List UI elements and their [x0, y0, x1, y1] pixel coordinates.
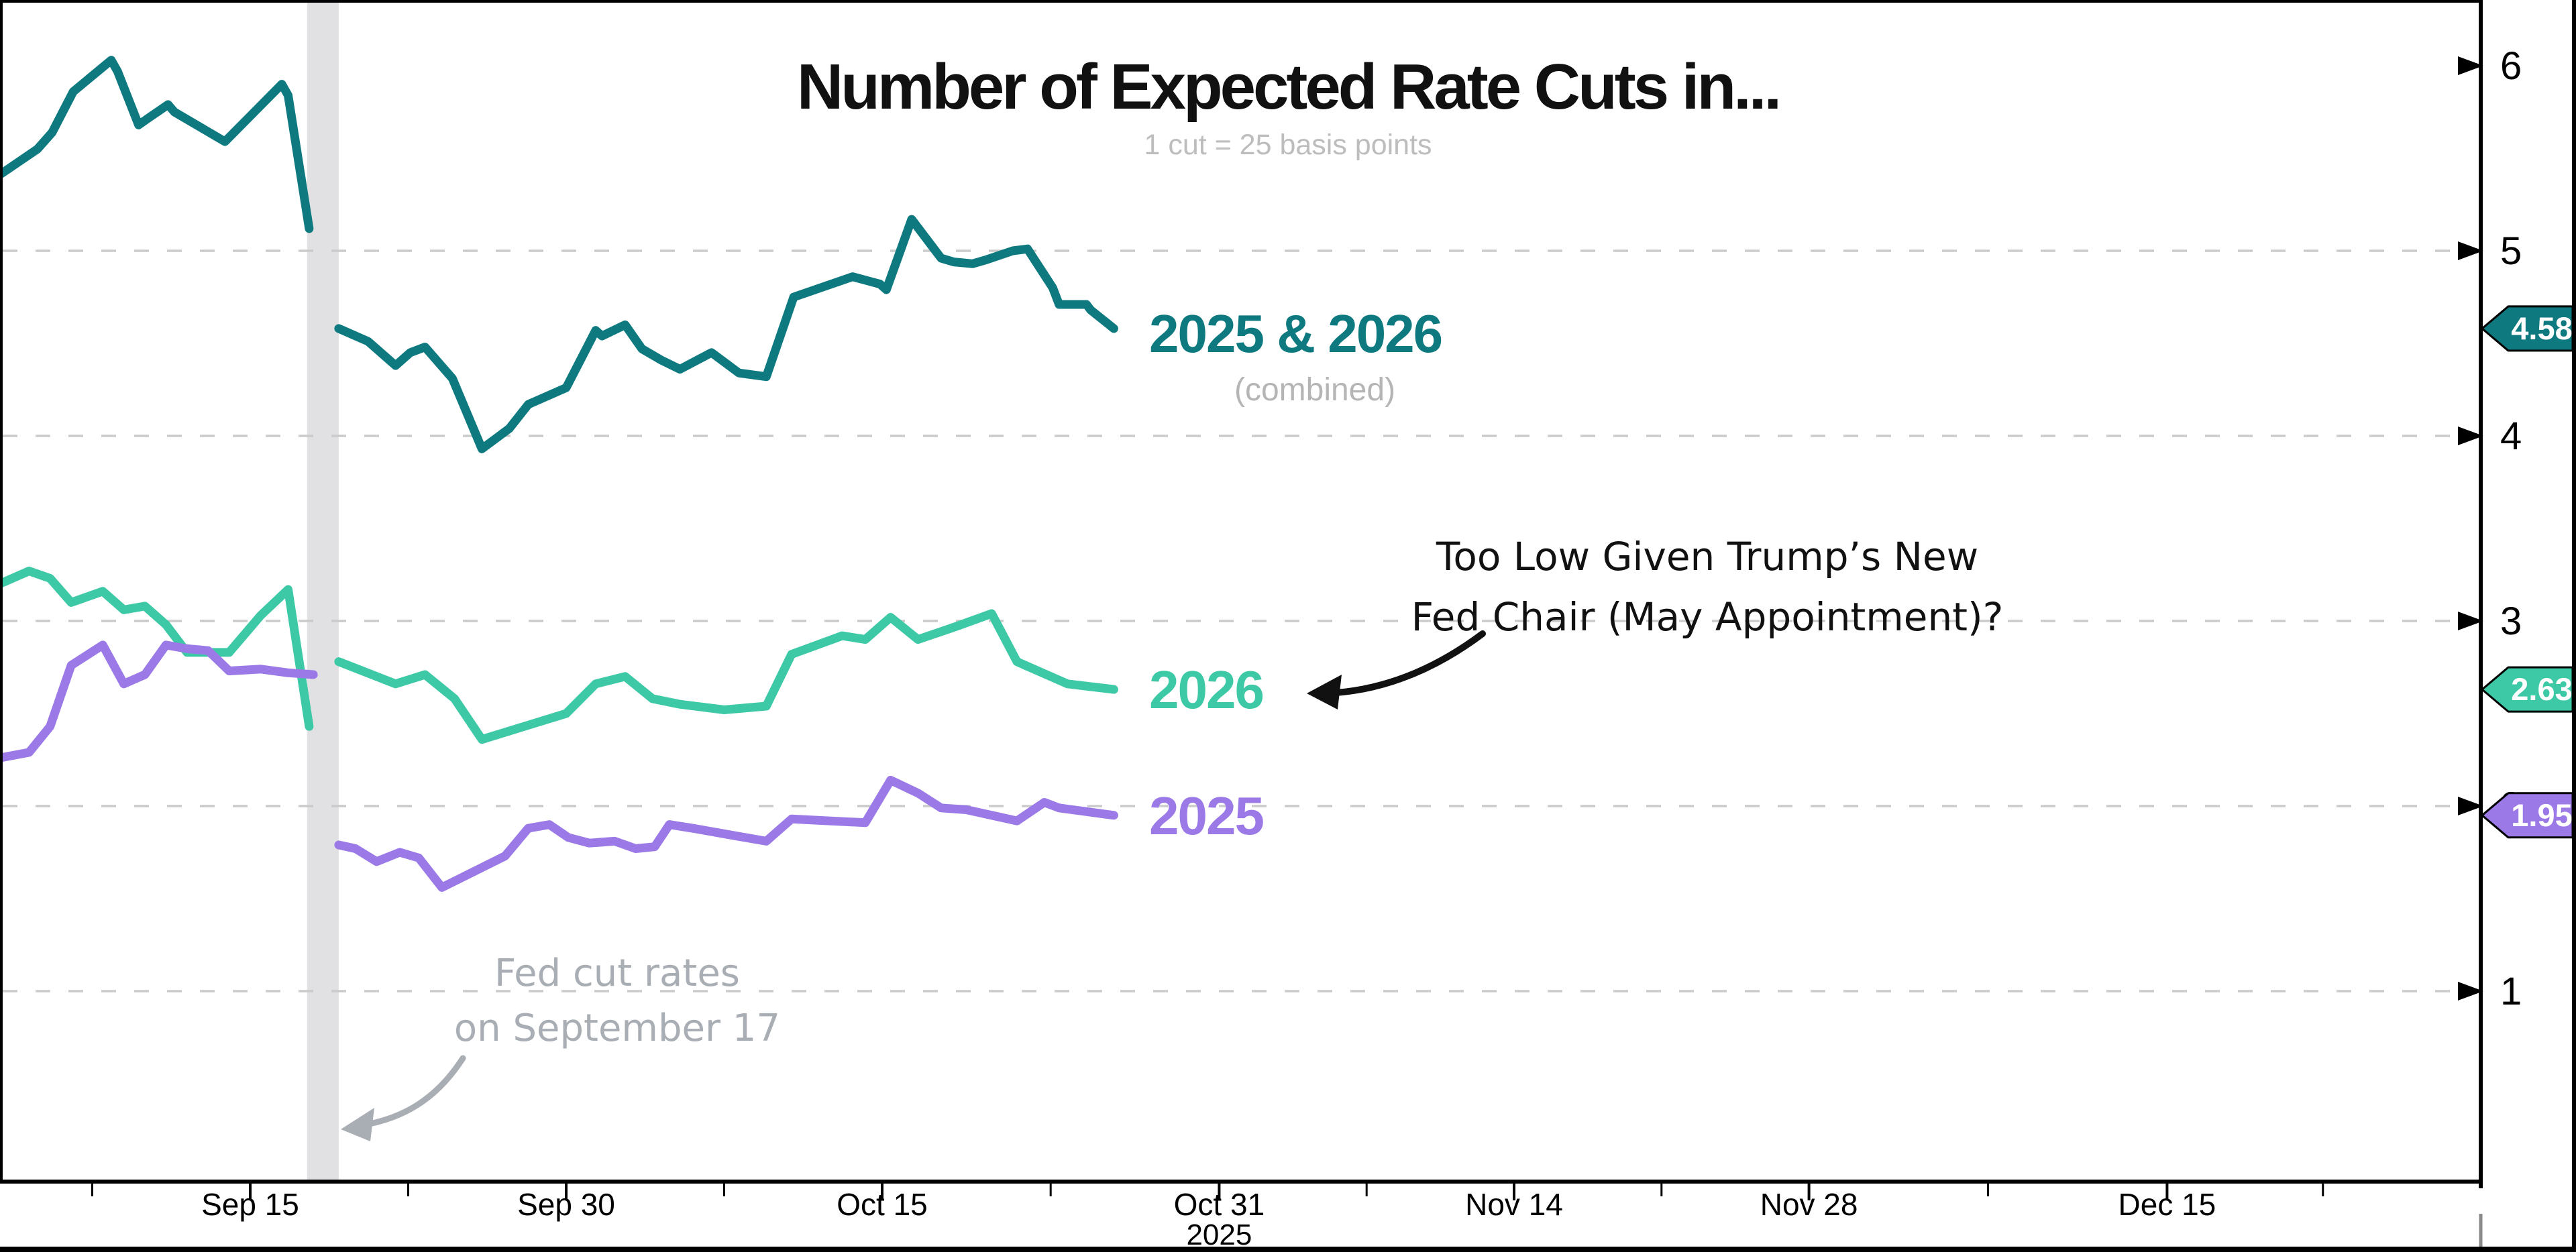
y-tick-label: 3: [2500, 600, 2522, 643]
end-value-badges: 4.58 2.63 1.95: [2481, 305, 2574, 839]
x-tick-label: Sep 15: [201, 1187, 299, 1222]
series-label-2026: 2026: [1149, 660, 1263, 720]
series-line-2026: [0, 567, 314, 731]
y-tick-label: 1: [2500, 970, 2522, 1013]
x-tick-label: Dec 15: [2118, 1187, 2216, 1222]
fed-meeting-event-band: [307, 0, 339, 1182]
y-tick-arrow-icon: [2458, 797, 2483, 815]
x-tick-label: Oct 31: [1174, 1187, 1265, 1222]
event-band-rect: [307, 0, 339, 1182]
y-tick-arrow-icon: [2458, 426, 2483, 445]
chart-title: Number of Expected Rate Cuts in...: [797, 51, 1779, 123]
series-sublabel-combined: (combined): [1234, 372, 1395, 408]
y-tick-arrow-icon: [2458, 56, 2483, 75]
fed-chair-note-line2: Fed Chair (May Appointment)?: [1411, 594, 2004, 640]
rate-cut-note-line2: on September 17: [454, 1007, 780, 1050]
rate-cut-note-arrowhead-icon: [341, 1108, 374, 1141]
figure-border-right: [2572, 0, 2576, 1252]
y-axis-ticks: 123456: [2458, 44, 2522, 1013]
y-tick-arrow-icon: [2458, 612, 2483, 630]
series-label-combined: 2025 & 2026: [1149, 304, 1442, 363]
y-tick-label: 5: [2500, 229, 2522, 273]
rate-cut-note-arrow: [359, 1055, 466, 1129]
value-badge-label: 4.58: [2511, 310, 2572, 346]
fed-chair-note-arrowhead-icon: [1307, 675, 1342, 709]
fed-chair-note-arrow: [1320, 630, 1486, 697]
value-badge-label: 1.95: [2511, 797, 2572, 833]
figure-border-bottom: [0, 1247, 2576, 1252]
x-tick-year-label: 2025: [1186, 1218, 1252, 1251]
series-line-2026: [334, 609, 1118, 744]
series-lines: [0, 56, 1118, 892]
y-tick-arrow-icon: [2458, 982, 2483, 1001]
series-line-2025: [0, 640, 318, 762]
x-tick-label: Nov 14: [1465, 1187, 1563, 1222]
y-tick-label: 6: [2500, 44, 2522, 88]
x-tick-label: Oct 15: [837, 1187, 928, 1222]
y-tick-arrow-icon: [2458, 241, 2483, 260]
x-tick-label: Nov 28: [1760, 1187, 1858, 1222]
fed-chair-note-line1: Too Low Given Trump’s New: [1436, 534, 1978, 579]
chart-subtitle: 1 cut = 25 basis points: [1144, 129, 1432, 161]
series-line-2025: [334, 775, 1118, 892]
y-tick-label: 4: [2500, 414, 2522, 458]
rate-cut-note-line1: Fed cut rates: [494, 952, 740, 995]
x-tick-label: Sep 30: [517, 1187, 615, 1222]
series-line-2025-2026: [334, 215, 1118, 453]
value-badge-label: 2.63: [2511, 671, 2572, 707]
series-line-2025-2026: [0, 56, 314, 233]
series-label-2025: 2025: [1149, 786, 1263, 846]
